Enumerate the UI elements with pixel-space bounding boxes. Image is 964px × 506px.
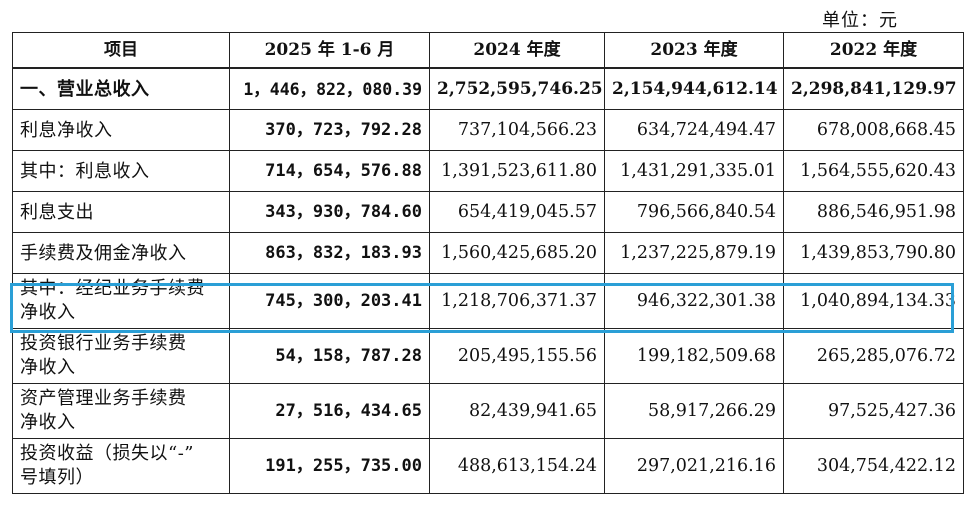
cell-2024: 654,419,045.57 (429, 191, 605, 233)
row-label: 利息支出 (12, 191, 230, 233)
row-label-line2: 号填列） (20, 467, 94, 488)
row-label: 利息净收入 (12, 109, 230, 151)
cell-2022: 678,008,668.45 (783, 109, 964, 151)
cell-2023: 199,182,509.68 (604, 328, 784, 384)
row-label-line2: 净收入 (20, 357, 76, 378)
cell-2022: 1,439,853,790.80 (783, 232, 964, 274)
row-label: 资产管理业务手续费 净收入 (12, 383, 230, 439)
table-row: 投资银行业务手续费 净收入 54，158，787.28 205,495,155.5… (12, 328, 964, 384)
cell-2024: 1,391,523,611.80 (429, 150, 605, 192)
table-row: 利息支出 343，930，784.60 654,419,045.57 796,5… (12, 191, 964, 233)
cell-2022: 2,298,841,129.97 (783, 67, 964, 110)
row-label: 手续费及佣金净收入 (12, 232, 230, 274)
table-row: 资产管理业务手续费 净收入 27，516，434.65 82,439,941.65… (12, 383, 964, 439)
cell-2024: 737,104,566.23 (429, 109, 605, 151)
cell-2024: 205,495,155.56 (429, 328, 605, 384)
cell-2025-h1: 1，446，822，080.39 (229, 67, 430, 110)
row-label-line1: 其中：经纪业务手续费 (20, 278, 205, 299)
cell-2025-h1: 745，300，203.41 (229, 273, 430, 329)
cell-2025-h1: 27，516，434.65 (229, 383, 430, 439)
row-label: 一、营业总收入 (12, 67, 230, 110)
table-row: 投资收益（损失以“-” 号填列） 191，255，735.00 488,613,1… (12, 438, 964, 494)
header-2023: 2023 年度 (604, 32, 784, 69)
header-2022: 2022 年度 (783, 32, 964, 69)
cell-2023: 796,566,840.54 (604, 191, 784, 233)
header-2025-h1: 2025 年 1-6 月 (229, 32, 430, 69)
cell-2023: 634,724,494.47 (604, 109, 784, 151)
row-label-line2: 净收入 (20, 302, 76, 323)
cell-2022: 1,040,894,134.33 (783, 273, 964, 329)
cell-2024: 1,560,425,685.20 (429, 232, 605, 274)
table-row: 手续费及佣金净收入 863，832，183.93 1,560,425,685.2… (12, 232, 964, 274)
row-label-line1: 资产管理业务手续费 (20, 388, 187, 409)
cell-2024: 488,613,154.24 (429, 438, 605, 494)
cell-2022: 265,285,076.72 (783, 328, 964, 384)
financial-table: 项目 2025 年 1-6 月 2024 年度 2023 年度 2022 年度 … (12, 32, 964, 494)
table-row-highlighted: 其中：经纪业务手续费 净收入 745，300，203.41 1,218,706,3… (12, 273, 964, 329)
cell-2025-h1: 191，255，735.00 (229, 438, 430, 494)
cell-2022: 97,525,427.36 (783, 383, 964, 439)
cell-2023: 58,917,266.29 (604, 383, 784, 439)
cell-2025-h1: 370，723，792.28 (229, 109, 430, 151)
header-item: 项目 (12, 32, 230, 69)
row-label-line1: 投资银行业务手续费 (20, 333, 187, 354)
cell-2025-h1: 54，158，787.28 (229, 328, 430, 384)
cell-2022: 886,546,951.98 (783, 191, 964, 233)
cell-2023: 297,021,216.16 (604, 438, 784, 494)
cell-2024: 82,439,941.65 (429, 383, 605, 439)
cell-2022: 1,564,555,620.43 (783, 150, 964, 192)
row-label: 其中：利息收入 (12, 150, 230, 192)
cell-2022: 304,754,422.12 (783, 438, 964, 494)
row-label: 投资收益（损失以“-” 号填列） (12, 438, 230, 494)
cell-2025-h1: 714，654，576.88 (229, 150, 430, 192)
table-row: 一、营业总收入 1，446，822，080.39 2,752,595,746.2… (12, 67, 964, 110)
table-row: 利息净收入 370，723，792.28 737,104,566.23 634,… (12, 109, 964, 151)
header-2024: 2024 年度 (429, 32, 605, 69)
cell-2023: 2,154,944,612.14 (604, 67, 784, 110)
table-header: 项目 2025 年 1-6 月 2024 年度 2023 年度 2022 年度 (12, 32, 964, 69)
cell-2023: 946,322,301.38 (604, 273, 784, 329)
row-label-line2: 净收入 (20, 412, 76, 433)
row-label: 其中：经纪业务手续费 净收入 (12, 273, 230, 329)
cell-2023: 1,431,291,335.01 (604, 150, 784, 192)
cell-2025-h1: 863，832，183.93 (229, 232, 430, 274)
unit-label: 单位：元 (822, 10, 898, 31)
table-row: 其中：利息收入 714，654，576.88 1,391,523,611.80 … (12, 150, 964, 192)
cell-2023: 1,237,225,879.19 (604, 232, 784, 274)
cell-2025-h1: 343，930，784.60 (229, 191, 430, 233)
row-label-line1: 投资收益（损失以“-” (20, 443, 194, 464)
cell-2024: 2,752,595,746.25 (429, 67, 605, 110)
row-label: 投资银行业务手续费 净收入 (12, 328, 230, 384)
cell-2024: 1,218,706,371.37 (429, 273, 605, 329)
